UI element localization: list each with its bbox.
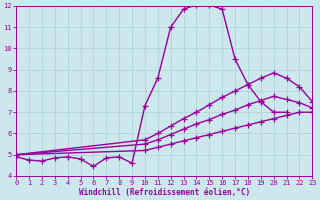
X-axis label: Windchill (Refroidissement éolien,°C): Windchill (Refroidissement éolien,°C) <box>79 188 250 197</box>
